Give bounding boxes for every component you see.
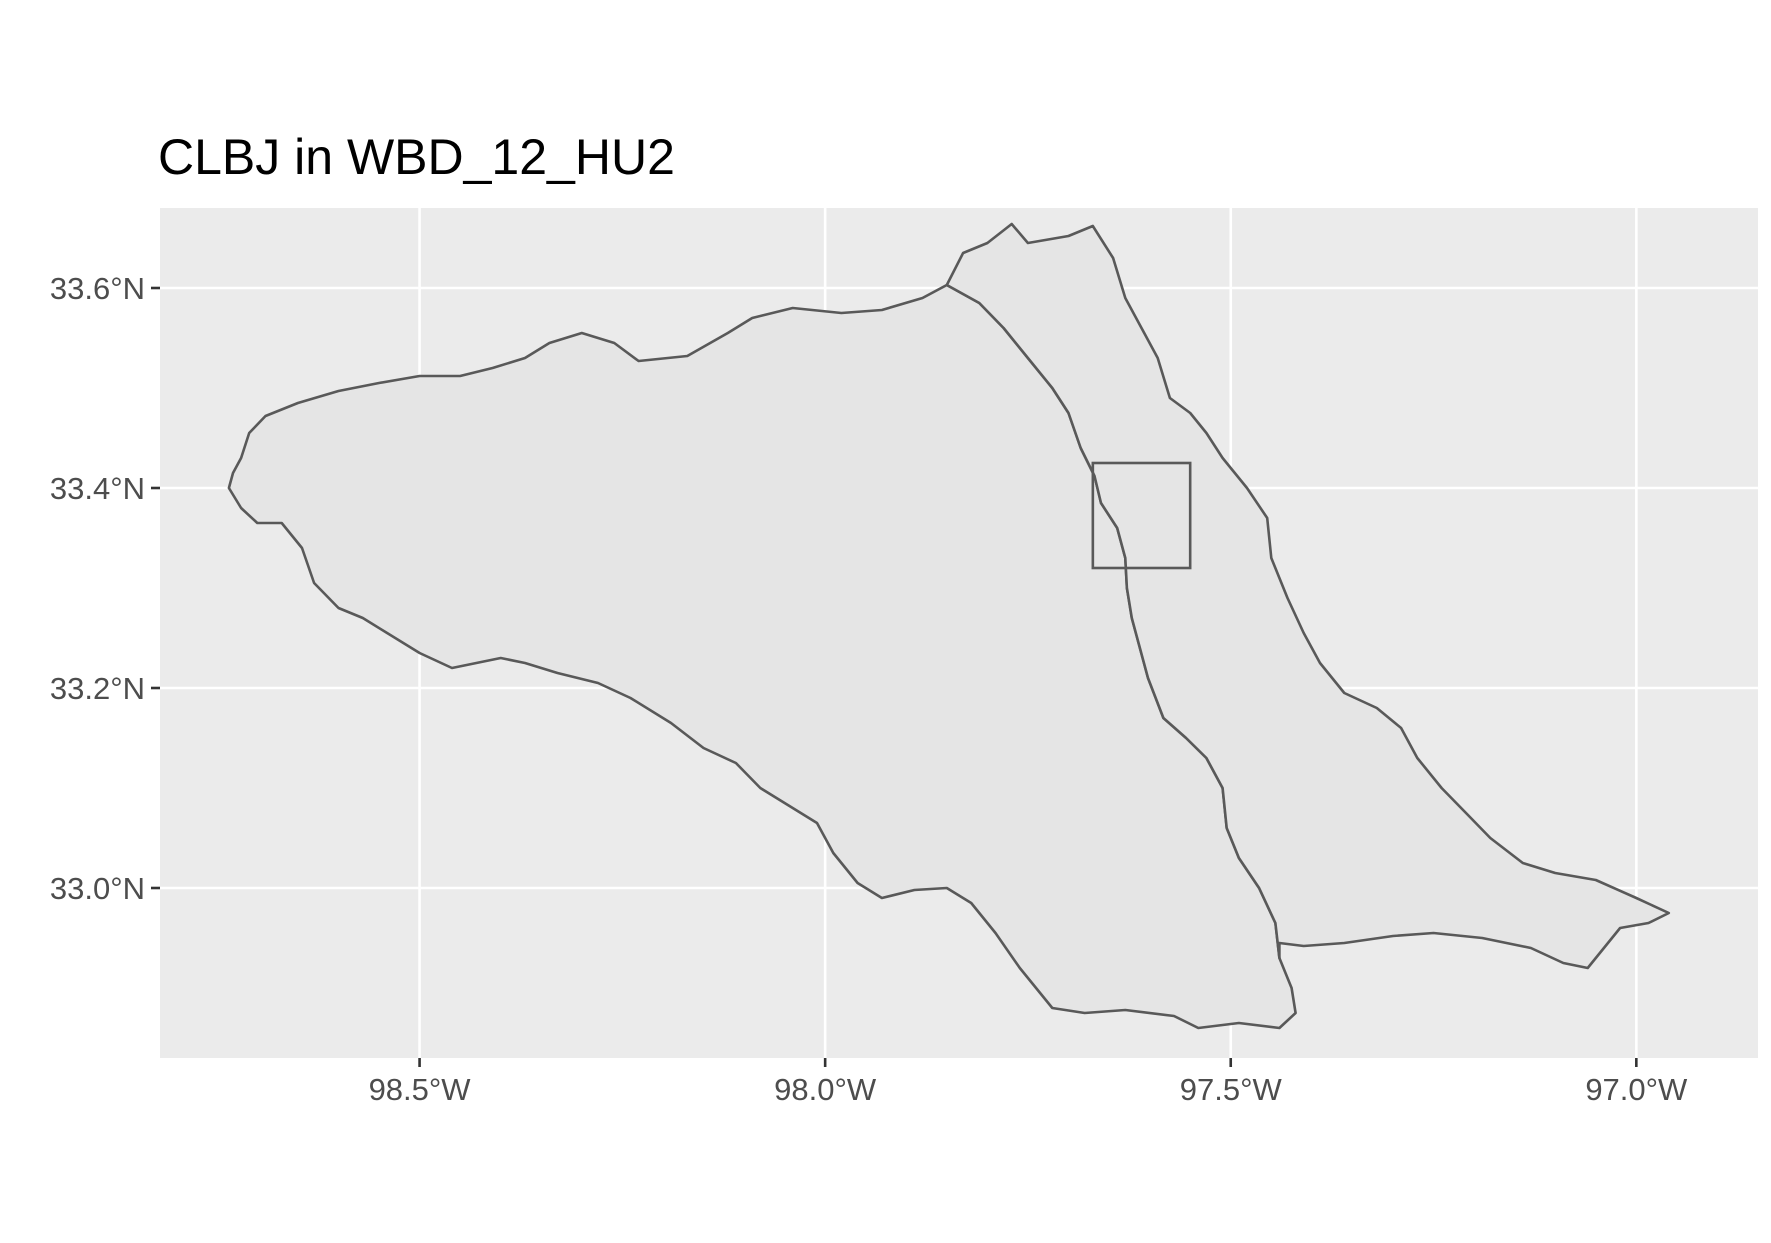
x-tick-label: 98.0°W <box>774 1072 877 1107</box>
site-box-layer <box>1091 461 1192 570</box>
y-tick-label: 33.2°N <box>50 671 145 706</box>
y-tick-label: 33.0°N <box>50 871 145 906</box>
watershed-layer <box>227 222 1671 1030</box>
clbj-site-box <box>1091 461 1192 570</box>
y-axis: 33.6°N 33.4°N 33.2°N 33.0°N <box>50 271 160 906</box>
x-tick-label: 98.5°W <box>369 1072 472 1107</box>
watershed-east <box>945 222 1671 970</box>
map-title: CLBJ in WBD_12_HU2 <box>158 129 675 185</box>
y-tick-label: 33.6°N <box>50 271 145 306</box>
x-tick-label: 97.5°W <box>1180 1072 1283 1107</box>
x-tick-label: 97.0°W <box>1585 1072 1688 1107</box>
y-tick-label: 33.4°N <box>50 471 145 506</box>
x-axis: 98.5°W 98.0°W 97.5°W 97.0°W <box>369 1058 1688 1107</box>
